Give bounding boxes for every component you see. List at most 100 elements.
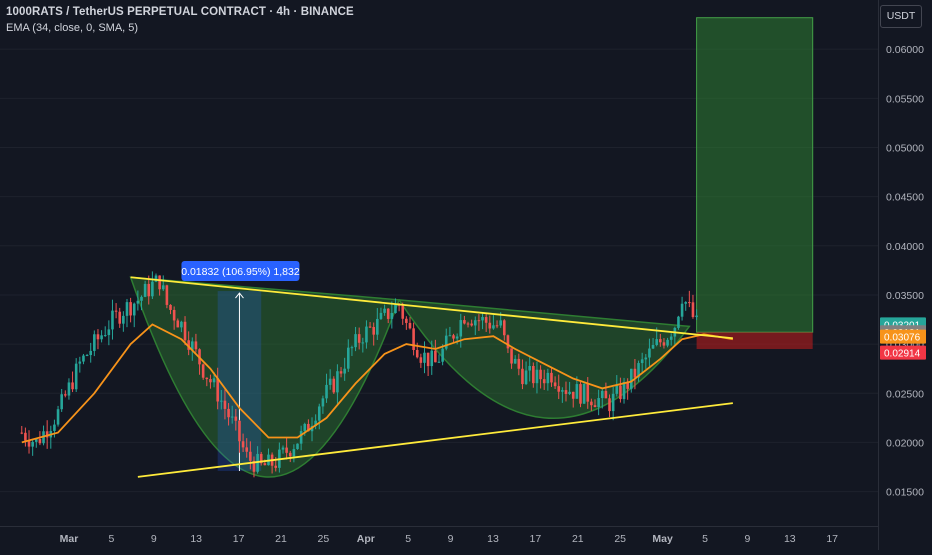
candle-body[interactable]	[78, 361, 82, 364]
candle-body[interactable]	[339, 371, 343, 374]
candle-body[interactable]	[659, 339, 662, 343]
candle-body[interactable]	[383, 308, 386, 313]
candle-body[interactable]	[187, 340, 190, 350]
candle-body[interactable]	[357, 334, 361, 343]
candle-body[interactable]	[386, 308, 390, 319]
candle-body[interactable]	[100, 335, 103, 340]
candle-body[interactable]	[521, 368, 524, 385]
candle-body[interactable]	[296, 443, 299, 450]
candle-body[interactable]	[56, 409, 60, 425]
candle-body[interactable]	[379, 312, 383, 319]
candle-body[interactable]	[470, 323, 473, 326]
candle-body[interactable]	[85, 355, 89, 357]
candle-body[interactable]	[633, 368, 637, 378]
candle-body[interactable]	[122, 315, 125, 324]
candle-body[interactable]	[209, 379, 212, 383]
candle-body[interactable]	[53, 424, 56, 431]
candle-body[interactable]	[695, 315, 698, 318]
candle-body[interactable]	[328, 378, 332, 385]
candle-body[interactable]	[368, 326, 372, 328]
candle-body[interactable]	[325, 384, 328, 399]
candle-body[interactable]	[419, 357, 423, 363]
candle-body[interactable]	[597, 398, 600, 407]
candle-body[interactable]	[463, 320, 466, 324]
candle-body[interactable]	[503, 320, 506, 336]
candle-body[interactable]	[107, 329, 111, 336]
candle-body[interactable]	[622, 381, 626, 400]
candle-body[interactable]	[238, 420, 241, 442]
candle-body[interactable]	[27, 440, 31, 447]
symbol-title[interactable]: 1000RATS / TetherUS PERPETUAL CONTRACT ·…	[6, 6, 354, 18]
candle-body[interactable]	[604, 390, 608, 399]
candle-body[interactable]	[499, 320, 502, 326]
candle-body[interactable]	[227, 408, 230, 418]
candle-body[interactable]	[292, 449, 296, 457]
candle-body[interactable]	[281, 447, 285, 450]
candle-body[interactable]	[629, 368, 633, 389]
candle-body[interactable]	[230, 416, 234, 418]
candle-body[interactable]	[557, 386, 561, 392]
candle-body[interactable]	[640, 359, 644, 364]
candle-body[interactable]	[154, 275, 158, 282]
candle-body[interactable]	[510, 348, 513, 364]
candle-body[interactable]	[365, 326, 368, 343]
candle-body[interactable]	[176, 320, 180, 328]
candle-body[interactable]	[201, 364, 205, 378]
candle-body[interactable]	[216, 378, 219, 402]
candle-body[interactable]	[212, 378, 216, 383]
candle-body[interactable]	[89, 350, 93, 356]
candle-body[interactable]	[245, 447, 249, 452]
candle-body[interactable]	[568, 391, 571, 394]
candle-body[interactable]	[103, 335, 107, 337]
candle-body[interactable]	[183, 321, 187, 341]
candle-body[interactable]	[542, 379, 546, 384]
candle-body[interactable]	[437, 361, 441, 363]
candle-body[interactable]	[535, 369, 539, 384]
candle-body[interactable]	[495, 325, 499, 327]
candle-body[interactable]	[575, 384, 579, 399]
candle-body[interactable]	[677, 316, 680, 328]
candle-body[interactable]	[114, 310, 118, 312]
candle-body[interactable]	[223, 400, 227, 409]
candle-body[interactable]	[314, 420, 317, 426]
candle-body[interactable]	[140, 296, 143, 301]
candle-body[interactable]	[147, 283, 151, 297]
candle-body[interactable]	[553, 382, 557, 387]
upper-trendline[interactable]	[130, 276, 733, 340]
candle-body[interactable]	[466, 323, 470, 325]
candle-body[interactable]	[346, 347, 350, 369]
candle-body[interactable]	[274, 465, 278, 468]
candle-body[interactable]	[332, 378, 336, 393]
candle-body[interactable]	[321, 398, 325, 407]
candle-body[interactable]	[444, 335, 448, 349]
candle-body[interactable]	[259, 453, 263, 464]
candle-body[interactable]	[405, 318, 408, 323]
candle-body[interactable]	[158, 275, 161, 290]
candle-body[interactable]	[343, 368, 346, 374]
candle-body[interactable]	[517, 358, 521, 369]
currency-button[interactable]: USDT	[880, 5, 922, 28]
candle-body[interactable]	[194, 341, 198, 350]
candle-body[interactable]	[151, 281, 154, 297]
candle-body[interactable]	[477, 320, 481, 322]
candle-body[interactable]	[169, 304, 172, 310]
candle-body[interactable]	[662, 342, 666, 346]
candle-body[interactable]	[666, 339, 669, 346]
candle-body[interactable]	[513, 358, 517, 364]
candle-body[interactable]	[564, 390, 568, 394]
candle-body[interactable]	[492, 325, 495, 329]
candle-body[interactable]	[648, 348, 651, 358]
candle-body[interactable]	[655, 339, 658, 345]
ema-indicator-label[interactable]: EMA (34, close, 0, SMA, 5)	[6, 22, 139, 34]
candle-body[interactable]	[67, 382, 71, 396]
candle-body[interactable]	[401, 305, 405, 319]
candle-body[interactable]	[394, 304, 397, 314]
candle-body[interactable]	[546, 372, 550, 384]
candle-body[interactable]	[45, 431, 49, 438]
candle-body[interactable]	[412, 328, 415, 351]
candle-body[interactable]	[234, 416, 238, 421]
candle-body[interactable]	[539, 369, 542, 380]
candle-body[interactable]	[118, 311, 122, 324]
candle-body[interactable]	[20, 432, 24, 434]
candle-body[interactable]	[354, 334, 357, 348]
